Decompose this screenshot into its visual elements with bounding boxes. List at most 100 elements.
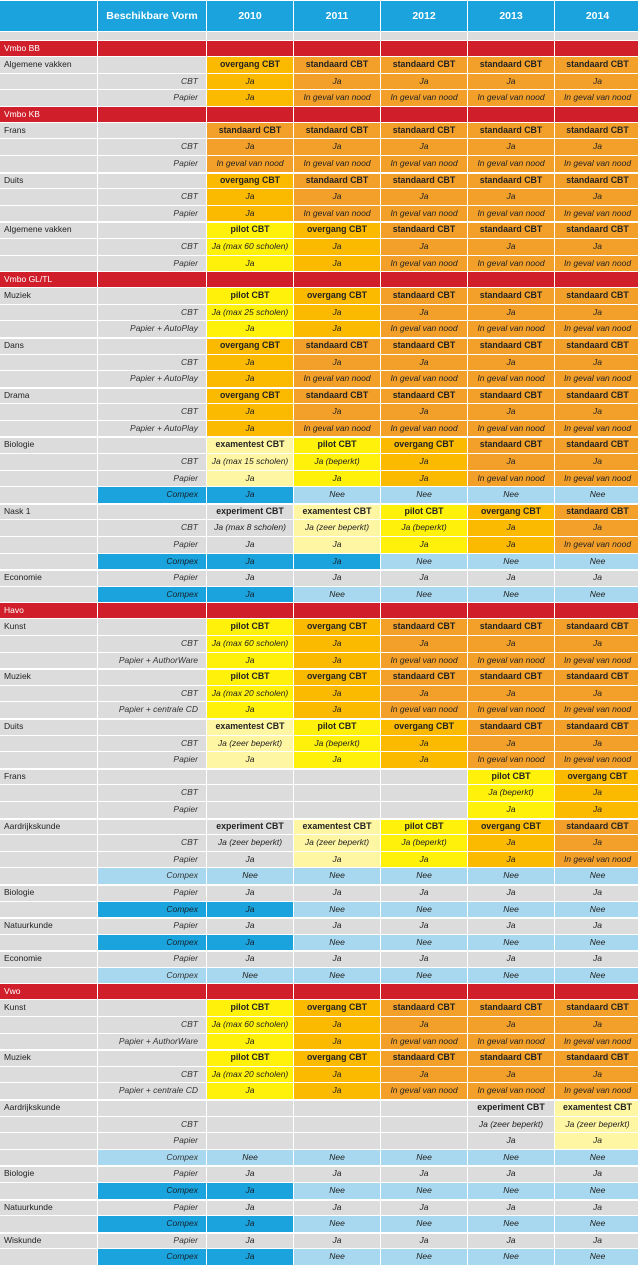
table-row: CBT Ja (max 25 scholen) Ja Ja Ja Ja: [0, 304, 638, 321]
table-row: Papier + AutoPlay Ja In geval van nood In g…: [0, 420, 638, 437]
availability-cell: Ja (max 25 scholen): [207, 304, 293, 321]
availability-cell: Ja (zeer beperkt): [468, 1116, 554, 1133]
section-fill-cell: [555, 272, 638, 288]
availability-cell: Ja (beperkt): [381, 520, 467, 537]
table-row: CBT Ja Ja Ja Ja Ja: [0, 404, 638, 420]
section-fill-cell: [294, 41, 380, 56]
form-cell: [98, 337, 206, 354]
subject-cell: [0, 1116, 97, 1133]
availability-cell: Ja: [207, 1083, 293, 1100]
subject-cell: [0, 321, 97, 337]
availability-cell: In geval van nood: [468, 752, 554, 768]
form-cell: Compex: [98, 1149, 206, 1166]
form-cell: Compex: [98, 1183, 206, 1199]
section-label: Vmbo GL/TL: [0, 272, 97, 288]
availability-cell: Ja: [207, 90, 293, 106]
availability-cell: Ja: [468, 735, 554, 752]
status-cell: standaard CBT: [555, 818, 638, 835]
status-cell: examentest CBT: [294, 818, 380, 835]
table-row: Papier Ja In geval van nood In geval van no…: [0, 90, 638, 106]
subject-cell: Muziek: [0, 669, 97, 685]
status-cell: standaard CBT: [468, 437, 554, 454]
status-cell: standaard CBT: [468, 1000, 554, 1017]
header-year: 2013: [468, 1, 554, 31]
form-cell: Papier: [98, 951, 206, 967]
status-cell: [207, 1100, 293, 1116]
status-cell: standaard CBT: [381, 1050, 467, 1066]
status-cell: standaard CBT: [468, 387, 554, 404]
availability-cell: In geval van nood: [555, 371, 638, 387]
form-cell: Compex: [98, 934, 206, 951]
table-row: Compex Ja Nee Nee Nee Nee: [0, 934, 638, 951]
availability-cell: Nee: [294, 586, 380, 603]
form-cell: CBT: [98, 1116, 206, 1133]
status-cell: [294, 1100, 380, 1116]
subject-cell: Drama: [0, 387, 97, 404]
subject-cell: [0, 967, 97, 984]
table-row: Duits overgang CBT standaard CBT standaard …: [0, 172, 638, 189]
status-cell: pilot CBT: [468, 768, 554, 785]
form-cell: Papier: [98, 205, 206, 222]
availability-cell: Ja: [555, 1133, 638, 1149]
status-cell: standaard CBT: [468, 337, 554, 354]
subject-cell: [0, 835, 97, 851]
availability-cell: Ja: [555, 1232, 638, 1249]
status-cell: standaard CBT: [555, 222, 638, 238]
form-cell: CBT: [98, 1066, 206, 1083]
subject-cell: [0, 487, 97, 503]
availability-cell: Ja: [207, 586, 293, 603]
availability-cell: Ja: [555, 835, 638, 851]
availability-cell: Ja: [381, 139, 467, 155]
section-fill-cell: [98, 984, 206, 1000]
availability-cell: Nee: [555, 586, 638, 603]
availability-cell: Ja: [468, 1066, 554, 1083]
subject-cell: [0, 1183, 97, 1199]
section-fill-cell: [98, 603, 206, 619]
status-cell: standaard CBT: [555, 619, 638, 635]
availability-cell: Ja: [294, 570, 380, 586]
form-cell: [98, 1100, 206, 1116]
subject-cell: [0, 189, 97, 205]
section-fill-cell: [555, 41, 638, 56]
availability-cell: In geval van nood: [294, 90, 380, 106]
availability-cell: Nee: [294, 1216, 380, 1232]
availability-cell: Nee: [294, 1183, 380, 1199]
subject-cell: Biologie: [0, 1166, 97, 1182]
availability-cell: Ja: [381, 1066, 467, 1083]
availability-cell: Ja: [555, 636, 638, 652]
table-row: CBT Ja (zeer beperkt) Ja (beperkt) Ja Ja Ja: [0, 735, 638, 752]
form-cell: CBT: [98, 636, 206, 652]
availability-cell: Ja: [294, 918, 380, 934]
table-row: Frans standaard CBT standaard CBT standaard…: [0, 122, 638, 139]
availability-cell: Ja: [468, 570, 554, 586]
table-row: Compex Ja Nee Nee Nee Nee: [0, 1183, 638, 1199]
availability-cell: [294, 801, 380, 818]
subject-cell: [0, 851, 97, 868]
availability-cell: Ja: [294, 1166, 380, 1182]
status-cell: [381, 768, 467, 785]
availability-cell: Ja: [468, 73, 554, 90]
header-subject: [0, 1, 97, 31]
status-cell: standaard CBT: [294, 337, 380, 354]
availability-cell: Nee: [381, 487, 467, 503]
subject-cell: [0, 470, 97, 487]
status-cell: standaard CBT: [381, 222, 467, 238]
subject-cell: [0, 586, 97, 603]
subject-cell: Aardrijkskunde: [0, 1100, 97, 1116]
form-cell: Compex: [98, 868, 206, 884]
availability-cell: [381, 801, 467, 818]
subject-cell: Nask 1: [0, 503, 97, 520]
availability-cell: In geval van nood: [468, 205, 554, 222]
subject-cell: [0, 205, 97, 222]
availability-cell: Ja: [381, 537, 467, 553]
availability-cell: In geval van nood: [468, 371, 554, 387]
availability-cell: Ja: [294, 636, 380, 652]
availability-cell: Ja: [207, 570, 293, 586]
table-row: Papier Ja Ja Ja In geval van nood In geval va…: [0, 752, 638, 768]
subject-cell: [0, 1033, 97, 1050]
availability-cell: Ja: [555, 1017, 638, 1033]
status-cell: standaard CBT: [555, 288, 638, 304]
availability-cell: In geval van nood: [555, 702, 638, 718]
form-cell: [98, 1050, 206, 1066]
table-row: CBT Ja (max 20 scholen) Ja Ja Ja Ja: [0, 685, 638, 702]
